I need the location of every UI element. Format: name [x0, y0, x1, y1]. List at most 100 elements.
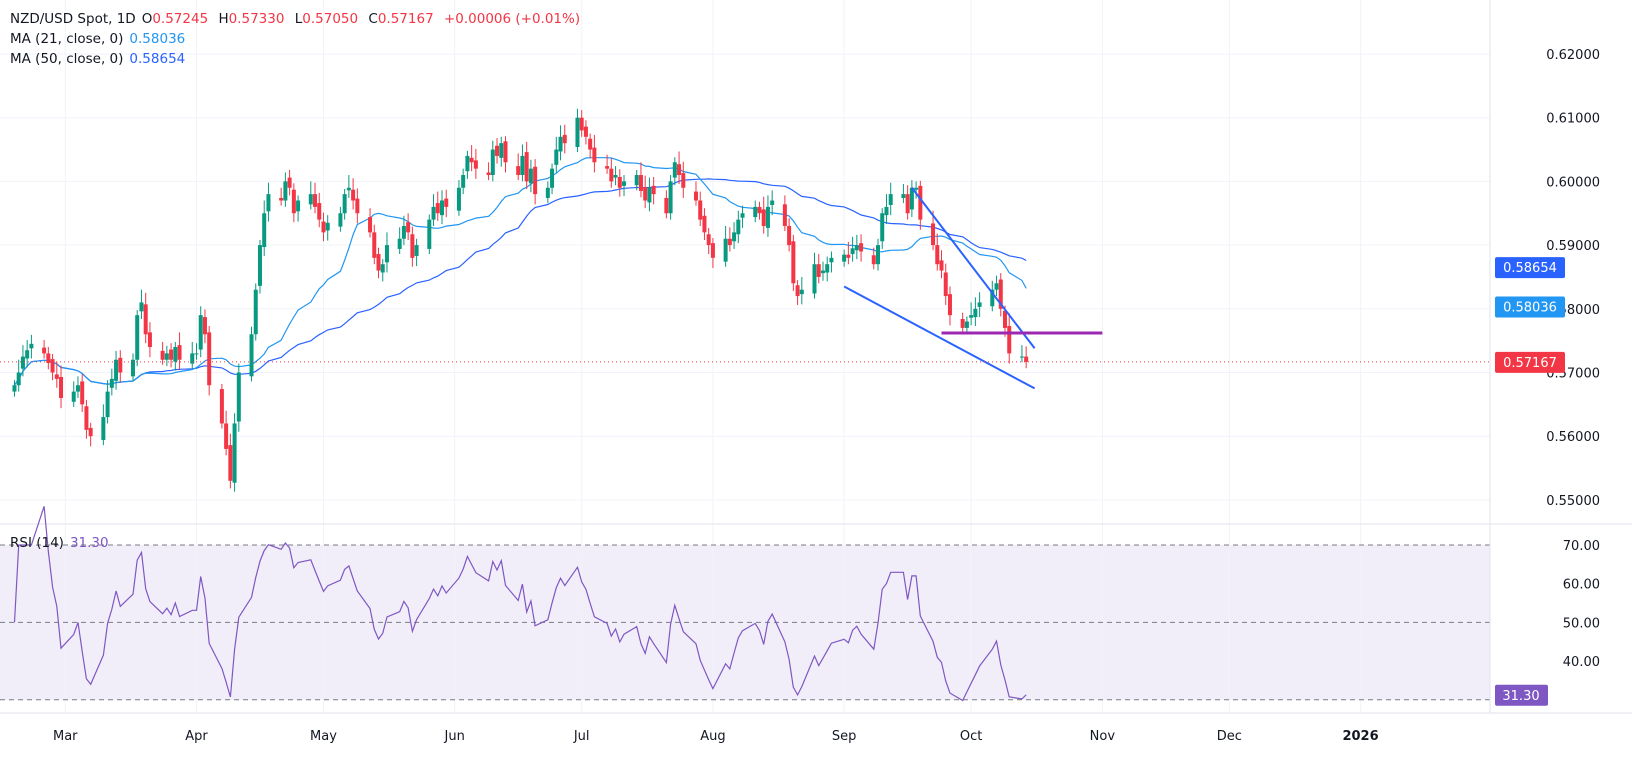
candle-body	[562, 134, 567, 144]
ma50-line	[14, 178, 1027, 386]
candle-body	[617, 176, 622, 188]
candle-body	[854, 245, 859, 251]
candle	[533, 159, 538, 205]
candle	[490, 140, 495, 182]
rsi-badge	[1495, 684, 1548, 706]
candle-body	[435, 203, 440, 214]
candle-body	[118, 357, 123, 373]
candle-body	[723, 238, 728, 262]
candle-body	[740, 213, 745, 218]
candle-body	[702, 215, 707, 233]
candle	[317, 192, 322, 228]
candle	[279, 187, 284, 206]
candle-body	[901, 194, 906, 198]
candle	[118, 350, 123, 383]
candle	[169, 343, 174, 368]
candle	[440, 190, 445, 225]
candle-body	[736, 219, 741, 235]
candle-body	[842, 254, 847, 262]
candle	[693, 181, 698, 206]
candle-body	[440, 200, 445, 216]
candle-body	[634, 175, 639, 186]
candle-body	[346, 187, 351, 191]
candle-body	[664, 197, 669, 214]
candle-body	[990, 289, 995, 307]
candle	[1024, 346, 1029, 369]
candle	[262, 200, 267, 256]
candle-body	[219, 389, 224, 424]
candle	[406, 213, 411, 241]
candle	[850, 236, 855, 262]
candle-body	[558, 136, 563, 152]
candle	[668, 175, 673, 220]
price-tick-label: 0.60000	[1546, 175, 1600, 190]
candle	[765, 195, 770, 237]
symbol-legend: NZD/USD Spot, 1D O0.57245 H0.57330 L0.570…	[10, 11, 581, 27]
candle-body	[130, 359, 135, 377]
rsi-value: 31.30	[69, 535, 109, 551]
candle	[820, 261, 825, 281]
candle-body	[342, 194, 347, 214]
candle	[456, 180, 461, 216]
candle-body	[456, 187, 461, 211]
candle-body	[194, 353, 199, 355]
candle	[706, 227, 711, 255]
rsi-legend[interactable]: RSI (14) 31.30	[10, 535, 109, 551]
candle-body	[791, 241, 796, 284]
candle	[516, 153, 521, 181]
candle-body	[977, 302, 982, 307]
candle	[29, 334, 34, 359]
candle-body	[583, 126, 588, 137]
candle-body	[372, 232, 377, 258]
candle-body	[147, 332, 152, 348]
candle-body	[787, 225, 792, 246]
ma21-legend[interactable]: MA (21, close, 0) 0.58036	[10, 31, 186, 47]
candle-body	[351, 189, 356, 201]
candle	[617, 169, 622, 197]
price-tick-label: 0.62000	[1546, 48, 1600, 63]
candle	[287, 169, 292, 196]
candle-body	[871, 255, 876, 265]
candle	[825, 256, 830, 282]
candle-body	[490, 149, 495, 176]
candle	[583, 120, 588, 145]
candle	[130, 353, 135, 382]
price-badge-label: 0.58036	[1503, 301, 1557, 316]
candle-body	[207, 332, 212, 386]
candle	[202, 309, 207, 344]
candle-body	[257, 245, 262, 286]
candle-body	[969, 315, 974, 318]
candle-body	[42, 347, 47, 354]
candle	[46, 347, 51, 370]
candle	[651, 176, 656, 205]
candle-body	[236, 372, 241, 422]
candle-body	[283, 181, 288, 201]
price-badge-label: 0.58654	[1503, 261, 1557, 276]
candle-body	[253, 289, 258, 335]
candle-body	[224, 423, 229, 449]
price-tick-label: 0.55000	[1546, 494, 1600, 509]
candle	[42, 340, 47, 359]
candle	[960, 312, 965, 334]
candle-body	[516, 166, 521, 176]
time-tick-label: Jun	[444, 729, 465, 744]
candle-body	[444, 198, 449, 207]
ma50-legend[interactable]: MA (50, close, 0) 0.58654	[10, 51, 186, 67]
candle-body	[998, 279, 1003, 309]
candle-body	[812, 264, 817, 294]
candle-body	[401, 225, 406, 239]
rsi-badge-label: 31.30	[1502, 689, 1539, 704]
candle-body	[279, 197, 284, 201]
candle	[943, 263, 948, 305]
candle	[499, 136, 504, 167]
candle	[177, 332, 182, 370]
candle	[854, 234, 859, 260]
candle-body	[173, 347, 178, 362]
candle-body	[465, 155, 470, 172]
candle	[592, 134, 597, 173]
candle	[677, 151, 682, 184]
candle	[605, 154, 610, 174]
candle	[1019, 345, 1024, 363]
